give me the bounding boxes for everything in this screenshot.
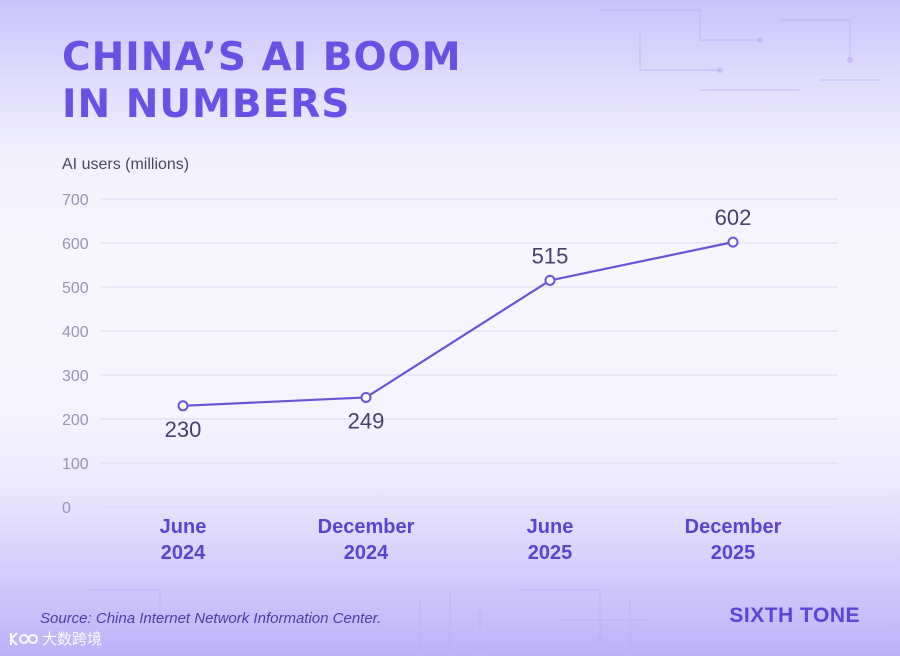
- title-line-1: CHINA’S AI BOOM: [62, 35, 462, 80]
- data-label: 230: [165, 417, 202, 442]
- y-tick-label: 200: [62, 412, 89, 429]
- data-label: 602: [715, 205, 752, 230]
- watermark: 大数跨境: [8, 628, 102, 649]
- y-tick-label: 500: [62, 280, 89, 297]
- x-tick-label-line: 2025: [711, 542, 756, 564]
- x-tick-label-line: 2025: [528, 542, 573, 564]
- x-tick-label-line: 2024: [161, 542, 206, 564]
- x-tick-label: June 2024: [160, 516, 207, 564]
- series-line: [181, 241, 735, 407]
- y-tick-label: 0: [62, 500, 71, 517]
- x-tick-label: December 2024: [318, 516, 415, 564]
- title-line-2: IN NUMBERS: [62, 82, 351, 127]
- data-point-marker: [177, 400, 189, 412]
- data-point-marker: [544, 274, 556, 286]
- x-tick-label-line: 2024: [344, 542, 389, 564]
- x-tick-label-line: December: [685, 516, 782, 538]
- line-chart: 0 100 200 300 400 500 600 700 June 2024 December 20…: [62, 192, 838, 564]
- x-tick-label-line: December: [318, 516, 415, 538]
- source-note: Source: China Internet Network Informati…: [40, 610, 382, 627]
- watermark-logo-icon: [10, 631, 38, 646]
- x-tick-label: December 2025: [685, 516, 782, 564]
- y-tick-label: 300: [62, 368, 89, 385]
- page-title: CHINA’S AI BOOM IN NUMBERS: [62, 34, 462, 128]
- data-label: 249: [348, 408, 385, 433]
- y-tick-label: 100: [62, 456, 89, 473]
- x-tick-label: June 2025: [527, 516, 574, 564]
- y-axis-label: AI users (millions): [62, 156, 190, 173]
- y-tick-label: 700: [62, 192, 89, 209]
- y-tick-label: 400: [62, 324, 89, 341]
- x-tick-label-line: June: [160, 516, 207, 538]
- brand-logo: SIXTH TONE: [729, 604, 860, 627]
- x-tick-label-line: June: [527, 516, 574, 538]
- data-point-marker: [727, 236, 739, 248]
- data-point-marker: [360, 391, 372, 403]
- watermark-text: 大数跨境: [42, 631, 103, 648]
- y-tick-label: 600: [62, 236, 89, 253]
- data-label: 515: [532, 243, 569, 268]
